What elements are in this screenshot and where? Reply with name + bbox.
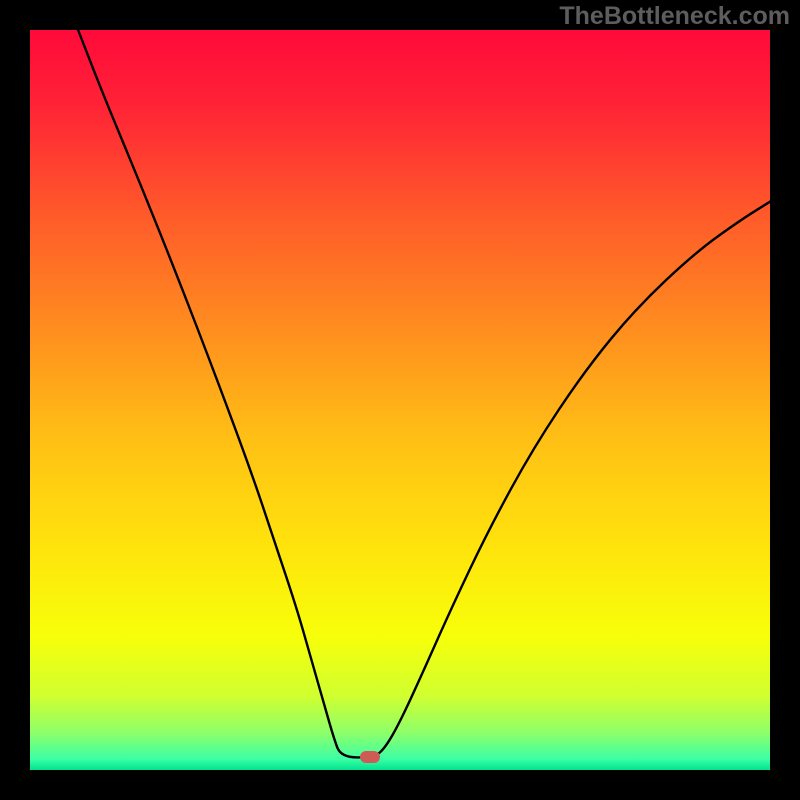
marker-shape bbox=[360, 751, 380, 763]
chart-frame: TheBottleneck.com bbox=[0, 0, 800, 800]
bottleneck-curve bbox=[30, 30, 770, 770]
marker-rect bbox=[360, 751, 380, 763]
plot-area bbox=[30, 30, 770, 770]
curve-path bbox=[78, 30, 770, 757]
optimal-marker bbox=[360, 750, 380, 762]
watermark-text: TheBottleneck.com bbox=[559, 2, 790, 31]
